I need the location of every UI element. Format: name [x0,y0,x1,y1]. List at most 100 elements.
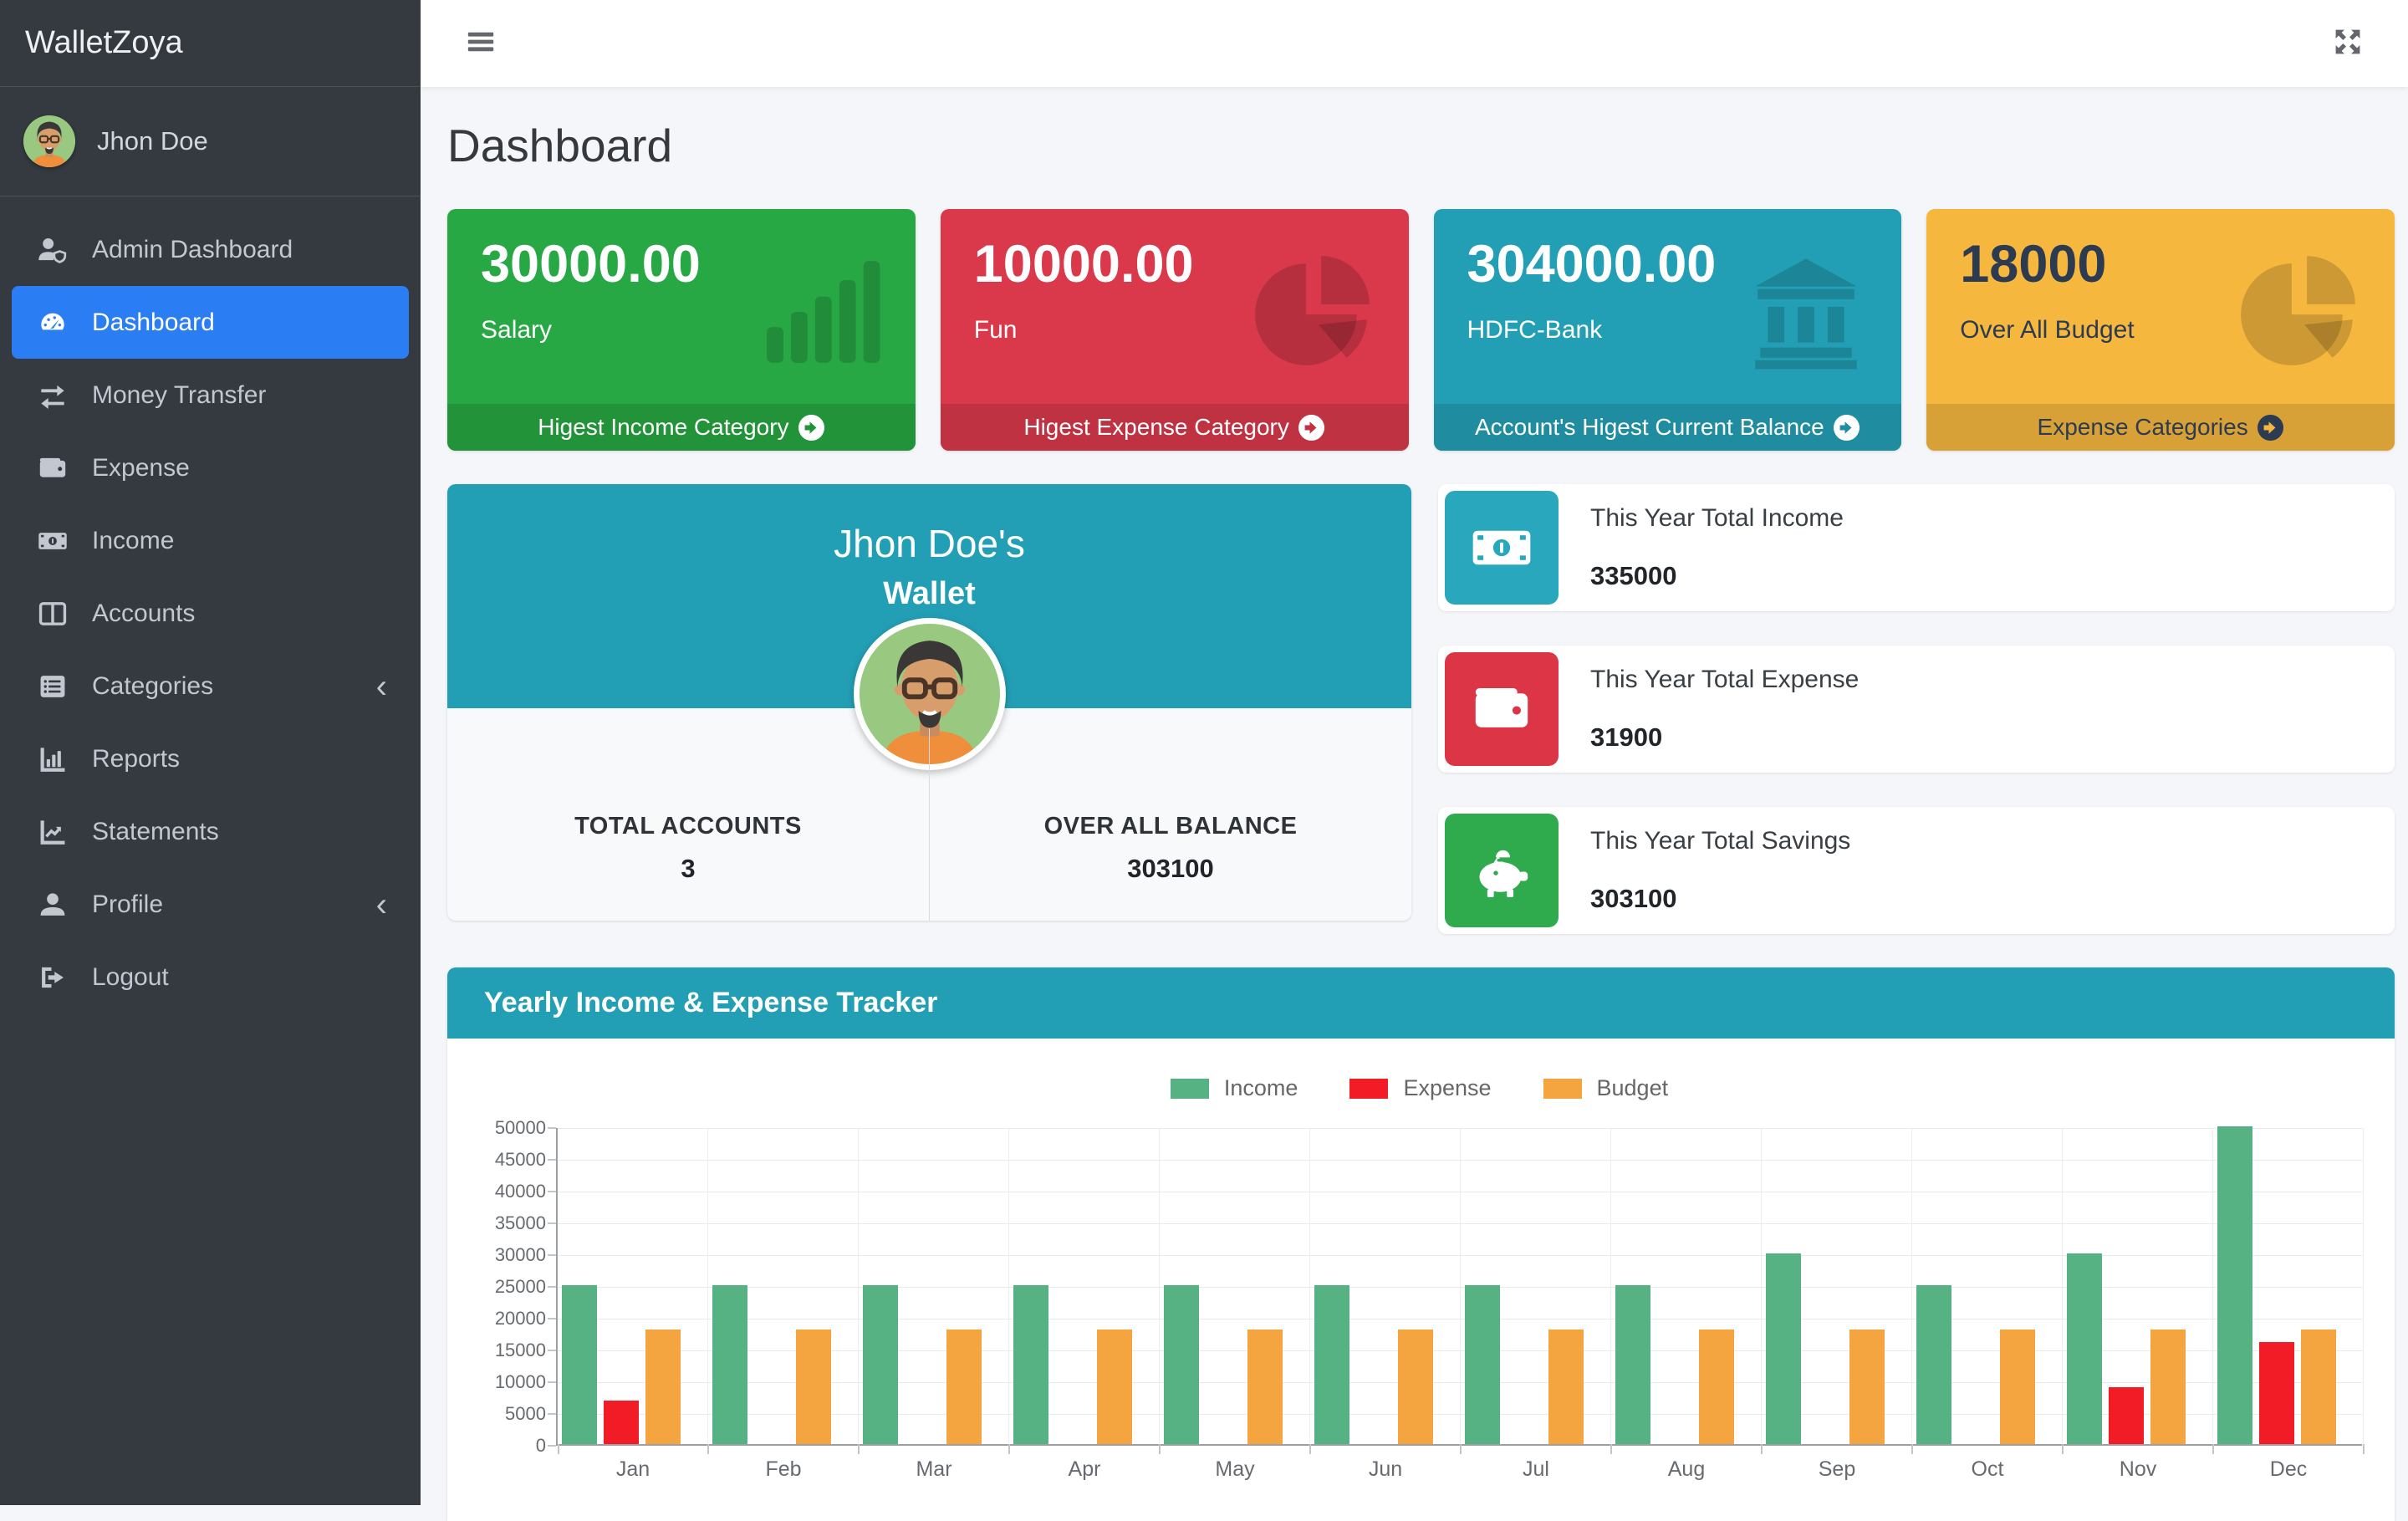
exchange-icon [25,380,80,411]
bar-expense-dec [2259,1342,2294,1444]
bar-budget-dec [2301,1330,2336,1444]
y-axis-tick [548,1159,556,1161]
fullscreen-button[interactable] [2331,25,2365,63]
summary-card-footer-label: Expense Categories [2038,414,2248,441]
arrow-circle-right-icon [2257,414,2284,441]
arrow-circle-right-icon [1298,414,1325,441]
summary-card-footer-link[interactable]: Higest Income Category [447,404,916,451]
stat-card-this-year-total-expense: This Year Total Expense 31900 [1438,646,2395,773]
legend-swatch [1349,1079,1388,1099]
wallet-icon [25,452,80,484]
y-axis-tick-label: 45000 [469,1150,546,1170]
y-axis-tick-label: 25000 [469,1277,546,1297]
x-axis-tick [1460,1444,1462,1454]
gridline-vertical [1309,1128,1310,1444]
sidebar-item-label: Profile [92,891,163,919]
summary-card-footer-link[interactable]: Expense Categories [1926,404,2395,451]
bar-expense-jan [604,1401,639,1444]
sidebar-item-money-transfer[interactable]: Money Transfer [12,359,409,431]
arrow-circle-right-icon [798,414,825,441]
brand-logo[interactable]: WalletZoya [0,0,421,87]
y-axis-tick [548,1254,556,1256]
money-bill-icon [25,525,80,557]
menu-toggle-button[interactable] [464,25,497,63]
stat-value: 31900 [1590,722,1859,753]
gridline-vertical [1761,1128,1762,1444]
wallet-card: Jhon Doe's Wallet TOTAL ACCOUNTS 3 OVER … [447,484,1411,921]
chart-card-header: Yearly Income & Expense Tracker [447,967,2395,1039]
wallet-and-stats-row: Jhon Doe's Wallet TOTAL ACCOUNTS 3 OVER … [447,484,2395,934]
overall-balance-stat: OVER ALL BALANCE 303100 [930,728,1411,921]
y-axis-tick-label: 20000 [469,1309,546,1329]
sidebar-item-categories[interactable]: Categories ‹ [12,650,409,722]
chart-card: Yearly Income & Expense Tracker Income E… [447,967,2395,1521]
sidebar-item-expense[interactable]: Expense [12,431,409,504]
arrow-circle-right-icon [1833,414,1860,441]
legend-label: Expense [1403,1075,1491,1101]
sidebar-item-dashboard[interactable]: Dashboard [12,286,409,359]
x-axis-tick-label: Feb [708,1457,859,1482]
sidebar-item-label: Expense [92,454,190,482]
content: Dashboard 30000.00 Salary Higest Income … [421,87,2408,1521]
sidebar-item-admin-dashboard[interactable]: Admin Dashboard [12,213,409,286]
y-axis-tick [548,1191,556,1192]
legend-label: Budget [1597,1075,1669,1101]
x-axis-tick-label: May [1160,1457,1310,1482]
wallet-stats: TOTAL ACCOUNTS 3 OVER ALL BALANCE 303100 [447,728,1411,921]
wallet-icon [1445,652,1559,766]
bar-income-jul [1465,1285,1500,1444]
chart-pie-icon [1248,246,1379,373]
user-name: Jhon Doe [97,126,208,156]
summary-card-footer-link[interactable]: Account's Higest Current Balance [1434,404,1902,451]
x-axis-tick-label: Jun [1310,1457,1461,1482]
stat-label: TOTAL ACCOUNTS [574,813,802,840]
stat-value: 303100 [1590,884,1850,914]
wallet-owner: Jhon Doe's [447,521,1411,566]
sidebar-item-accounts[interactable]: Accounts [12,577,409,650]
user-shield-icon [25,234,80,266]
summary-cards-row: 30000.00 Salary Higest Income Category 1… [447,209,2395,451]
stat-value: 303100 [1127,854,1213,884]
bar-budget-jan [645,1330,681,1444]
x-axis-tick-label: Apr [1009,1457,1160,1482]
bar-income-aug [1615,1285,1650,1444]
summary-card-over-all-budget: 18000 Over All Budget Expense Categories [1926,209,2395,451]
sidebar-item-reports[interactable]: Reports [12,722,409,795]
x-axis-tick-label: Mar [859,1457,1009,1482]
brand-label: WalletZoya [25,25,183,61]
sidebar-menu: Admin Dashboard Dashboard Money Transfer… [0,197,421,1030]
sidebar-item-label: Income [92,527,174,555]
gridline-vertical [2212,1128,2213,1444]
chart-legend: Income Expense Budget [469,1075,2370,1101]
legend-item-budget[interactable]: Budget [1543,1075,1669,1101]
sidebar-item-profile[interactable]: Profile ‹ [12,868,409,941]
chart-bar-icon [25,743,80,775]
sidebar-item-statements[interactable]: Statements [12,795,409,868]
user-panel[interactable]: Jhon Doe [0,87,421,197]
bar-budget-sep [1849,1330,1885,1444]
bars-ascending-icon [755,246,885,373]
gridline-vertical [1008,1128,1009,1444]
stat-text: This Year Total Expense 31900 [1590,666,1859,753]
sidebar-item-logout[interactable]: Logout [12,941,409,1013]
x-axis-tick [1008,1444,1010,1454]
y-axis-tick [548,1127,556,1129]
summary-card-body: 304000.00 HDFC-Bank [1434,209,1902,404]
y-axis-tick [548,1318,556,1319]
x-axis-tick-label: Nov [2063,1457,2213,1482]
summary-card-fun: 10000.00 Fun Higest Expense Category [941,209,1409,451]
bars-icon [464,25,497,63]
summary-card-footer-link[interactable]: Higest Expense Category [941,404,1409,451]
sidebar-item-income[interactable]: Income [12,504,409,577]
x-axis-tick-label: Oct [1912,1457,2063,1482]
user-avatar [23,115,75,167]
legend-item-expense[interactable]: Expense [1349,1075,1491,1101]
sidebar-item-label: Accounts [92,600,195,628]
legend-swatch [1543,1079,1582,1099]
summary-card-body: 30000.00 Salary [447,209,916,404]
legend-item-income[interactable]: Income [1171,1075,1298,1101]
x-axis-tick [558,1444,559,1454]
sidebar-item-label: Logout [92,963,169,992]
sidebar-item-label: Categories [92,672,213,701]
